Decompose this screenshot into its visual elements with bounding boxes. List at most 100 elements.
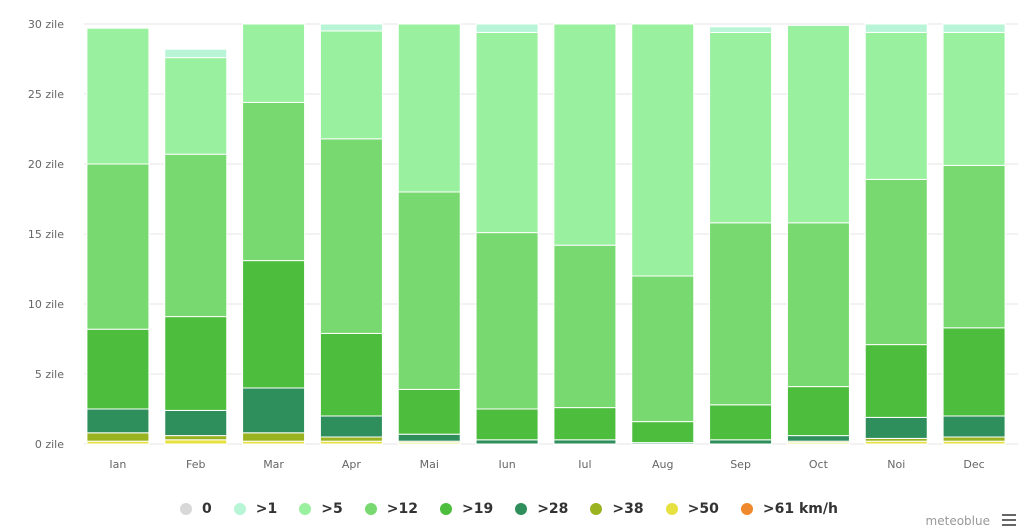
bar-segment[interactable] xyxy=(553,439,617,445)
legend-label: >38 xyxy=(612,501,644,517)
bar-segment[interactable] xyxy=(397,23,461,193)
bar-segment[interactable] xyxy=(709,439,773,445)
bar-segment[interactable] xyxy=(864,416,928,439)
bar-segment[interactable] xyxy=(397,191,461,390)
bar-segment[interactable] xyxy=(786,24,850,224)
legend-swatch-icon xyxy=(740,503,753,515)
legend-item[interactable]: >19 xyxy=(439,501,494,517)
bar-segment[interactable] xyxy=(164,316,228,411)
bar-segment[interactable] xyxy=(709,31,773,224)
bar-segment[interactable] xyxy=(86,328,150,410)
bar-segment[interactable] xyxy=(242,260,306,389)
legend-label: >50 xyxy=(687,501,719,517)
bar-segment[interactable] xyxy=(164,48,228,59)
legend-swatch-icon xyxy=(439,503,452,515)
legend-item[interactable]: >5 xyxy=(299,501,343,517)
bar-segment[interactable] xyxy=(475,232,539,410)
legend-swatch-icon xyxy=(364,503,377,515)
bar-segment[interactable] xyxy=(319,415,383,438)
y-tick-label: 5 zile xyxy=(35,368,64,381)
legend-swatch-icon xyxy=(665,503,678,515)
bar-segment[interactable] xyxy=(709,222,773,406)
bar-segment[interactable] xyxy=(709,404,773,441)
bar-segment[interactable] xyxy=(942,23,1006,33)
legend-swatch-icon xyxy=(515,503,528,515)
legend-item[interactable]: >28 xyxy=(515,501,568,517)
legend-label: >1 xyxy=(255,501,278,517)
legend-item[interactable]: >61 km/h xyxy=(740,501,838,517)
bar-segment[interactable] xyxy=(319,30,383,140)
legend-label: >61 km/h xyxy=(762,501,838,517)
x-tick-label: Oct xyxy=(809,458,829,471)
bar-segment[interactable] xyxy=(631,421,695,444)
bar-segment[interactable] xyxy=(709,26,773,33)
chart-legend: 0 >1 >5 >12 >19 >28 >38 >50 >61 km/h xyxy=(0,496,1018,522)
bar-segment[interactable] xyxy=(397,433,461,442)
legend-label: >28 xyxy=(537,501,569,517)
bar-segment[interactable] xyxy=(864,178,928,346)
y-tick-label: 15 zile xyxy=(28,228,64,241)
x-tick-label: Dec xyxy=(963,458,984,471)
legend-item[interactable]: 0 xyxy=(180,501,212,517)
bar-segment[interactable] xyxy=(242,101,306,262)
bar-segment[interactable] xyxy=(164,57,228,155)
bar-segment[interactable] xyxy=(319,138,383,334)
bar-segment[interactable] xyxy=(242,23,306,103)
bar-segment[interactable] xyxy=(631,23,695,277)
bar-segment[interactable] xyxy=(786,435,850,442)
bar-segment[interactable] xyxy=(475,23,539,33)
bar-segment[interactable] xyxy=(319,332,383,417)
bar-segment[interactable] xyxy=(553,23,617,246)
legend-label: >5 xyxy=(321,501,343,517)
x-tick-label: Ian xyxy=(109,458,126,471)
bar-segment[interactable] xyxy=(864,344,928,418)
bar-segment[interactable] xyxy=(164,435,228,441)
bar-segment[interactable] xyxy=(86,163,150,330)
legend-item[interactable]: >38 xyxy=(590,501,644,517)
legend-swatch-icon xyxy=(590,503,603,515)
bar-segment[interactable] xyxy=(164,439,228,445)
y-tick-label: 25 zile xyxy=(28,88,64,101)
y-tick-label: 0 zile xyxy=(35,438,64,451)
legend-swatch-icon xyxy=(180,503,193,515)
bar-segment[interactable] xyxy=(864,31,928,180)
bar-segment[interactable] xyxy=(942,31,1006,166)
bar-segment[interactable] xyxy=(242,432,306,442)
x-tick-label: Sep xyxy=(730,458,751,471)
legend-label: >19 xyxy=(461,501,494,517)
bar-segment[interactable] xyxy=(164,153,228,318)
legend-item[interactable]: >1 xyxy=(233,501,278,517)
bar-segment[interactable] xyxy=(475,439,539,445)
bar-segment[interactable] xyxy=(942,415,1006,438)
bar-segment[interactable] xyxy=(164,409,228,437)
bar-segment[interactable] xyxy=(86,432,150,442)
x-tick-label: Noi xyxy=(887,458,905,471)
bar-segment[interactable] xyxy=(864,23,928,33)
x-tick-label: Iun xyxy=(498,458,515,471)
bar-segment[interactable] xyxy=(86,27,150,165)
bar-segment[interactable] xyxy=(942,436,1006,442)
legend-label: >12 xyxy=(386,501,418,517)
credit-label[interactable]: meteoblue xyxy=(925,514,990,528)
bar-segment[interactable] xyxy=(397,388,461,435)
bar-segment[interactable] xyxy=(319,436,383,442)
bar-segment[interactable] xyxy=(786,222,850,388)
bar-segment[interactable] xyxy=(553,244,617,409)
bar-segment[interactable] xyxy=(319,23,383,32)
bar-segment[interactable] xyxy=(242,387,306,434)
x-tick-label: Aug xyxy=(652,458,673,471)
chart-plot: 0 zile 5 zile 10 zile 15 zile 20 zile 25 zile… xyxy=(28,18,1018,471)
bar-segment[interactable] xyxy=(475,408,539,441)
legend-item[interactable]: >50 xyxy=(665,501,719,517)
bar-segment[interactable] xyxy=(553,407,617,441)
hamburger-menu-icon[interactable] xyxy=(1002,514,1016,526)
bar-segment[interactable] xyxy=(942,327,1006,417)
legend-item[interactable]: >12 xyxy=(364,501,418,517)
bar-segment[interactable] xyxy=(475,31,539,234)
bar-segment[interactable] xyxy=(786,386,850,437)
bar-segment[interactable] xyxy=(631,275,695,423)
bar-segment[interactable] xyxy=(86,408,150,434)
y-tick-label: 20 zile xyxy=(28,158,64,171)
bar-segment[interactable] xyxy=(942,164,1006,329)
